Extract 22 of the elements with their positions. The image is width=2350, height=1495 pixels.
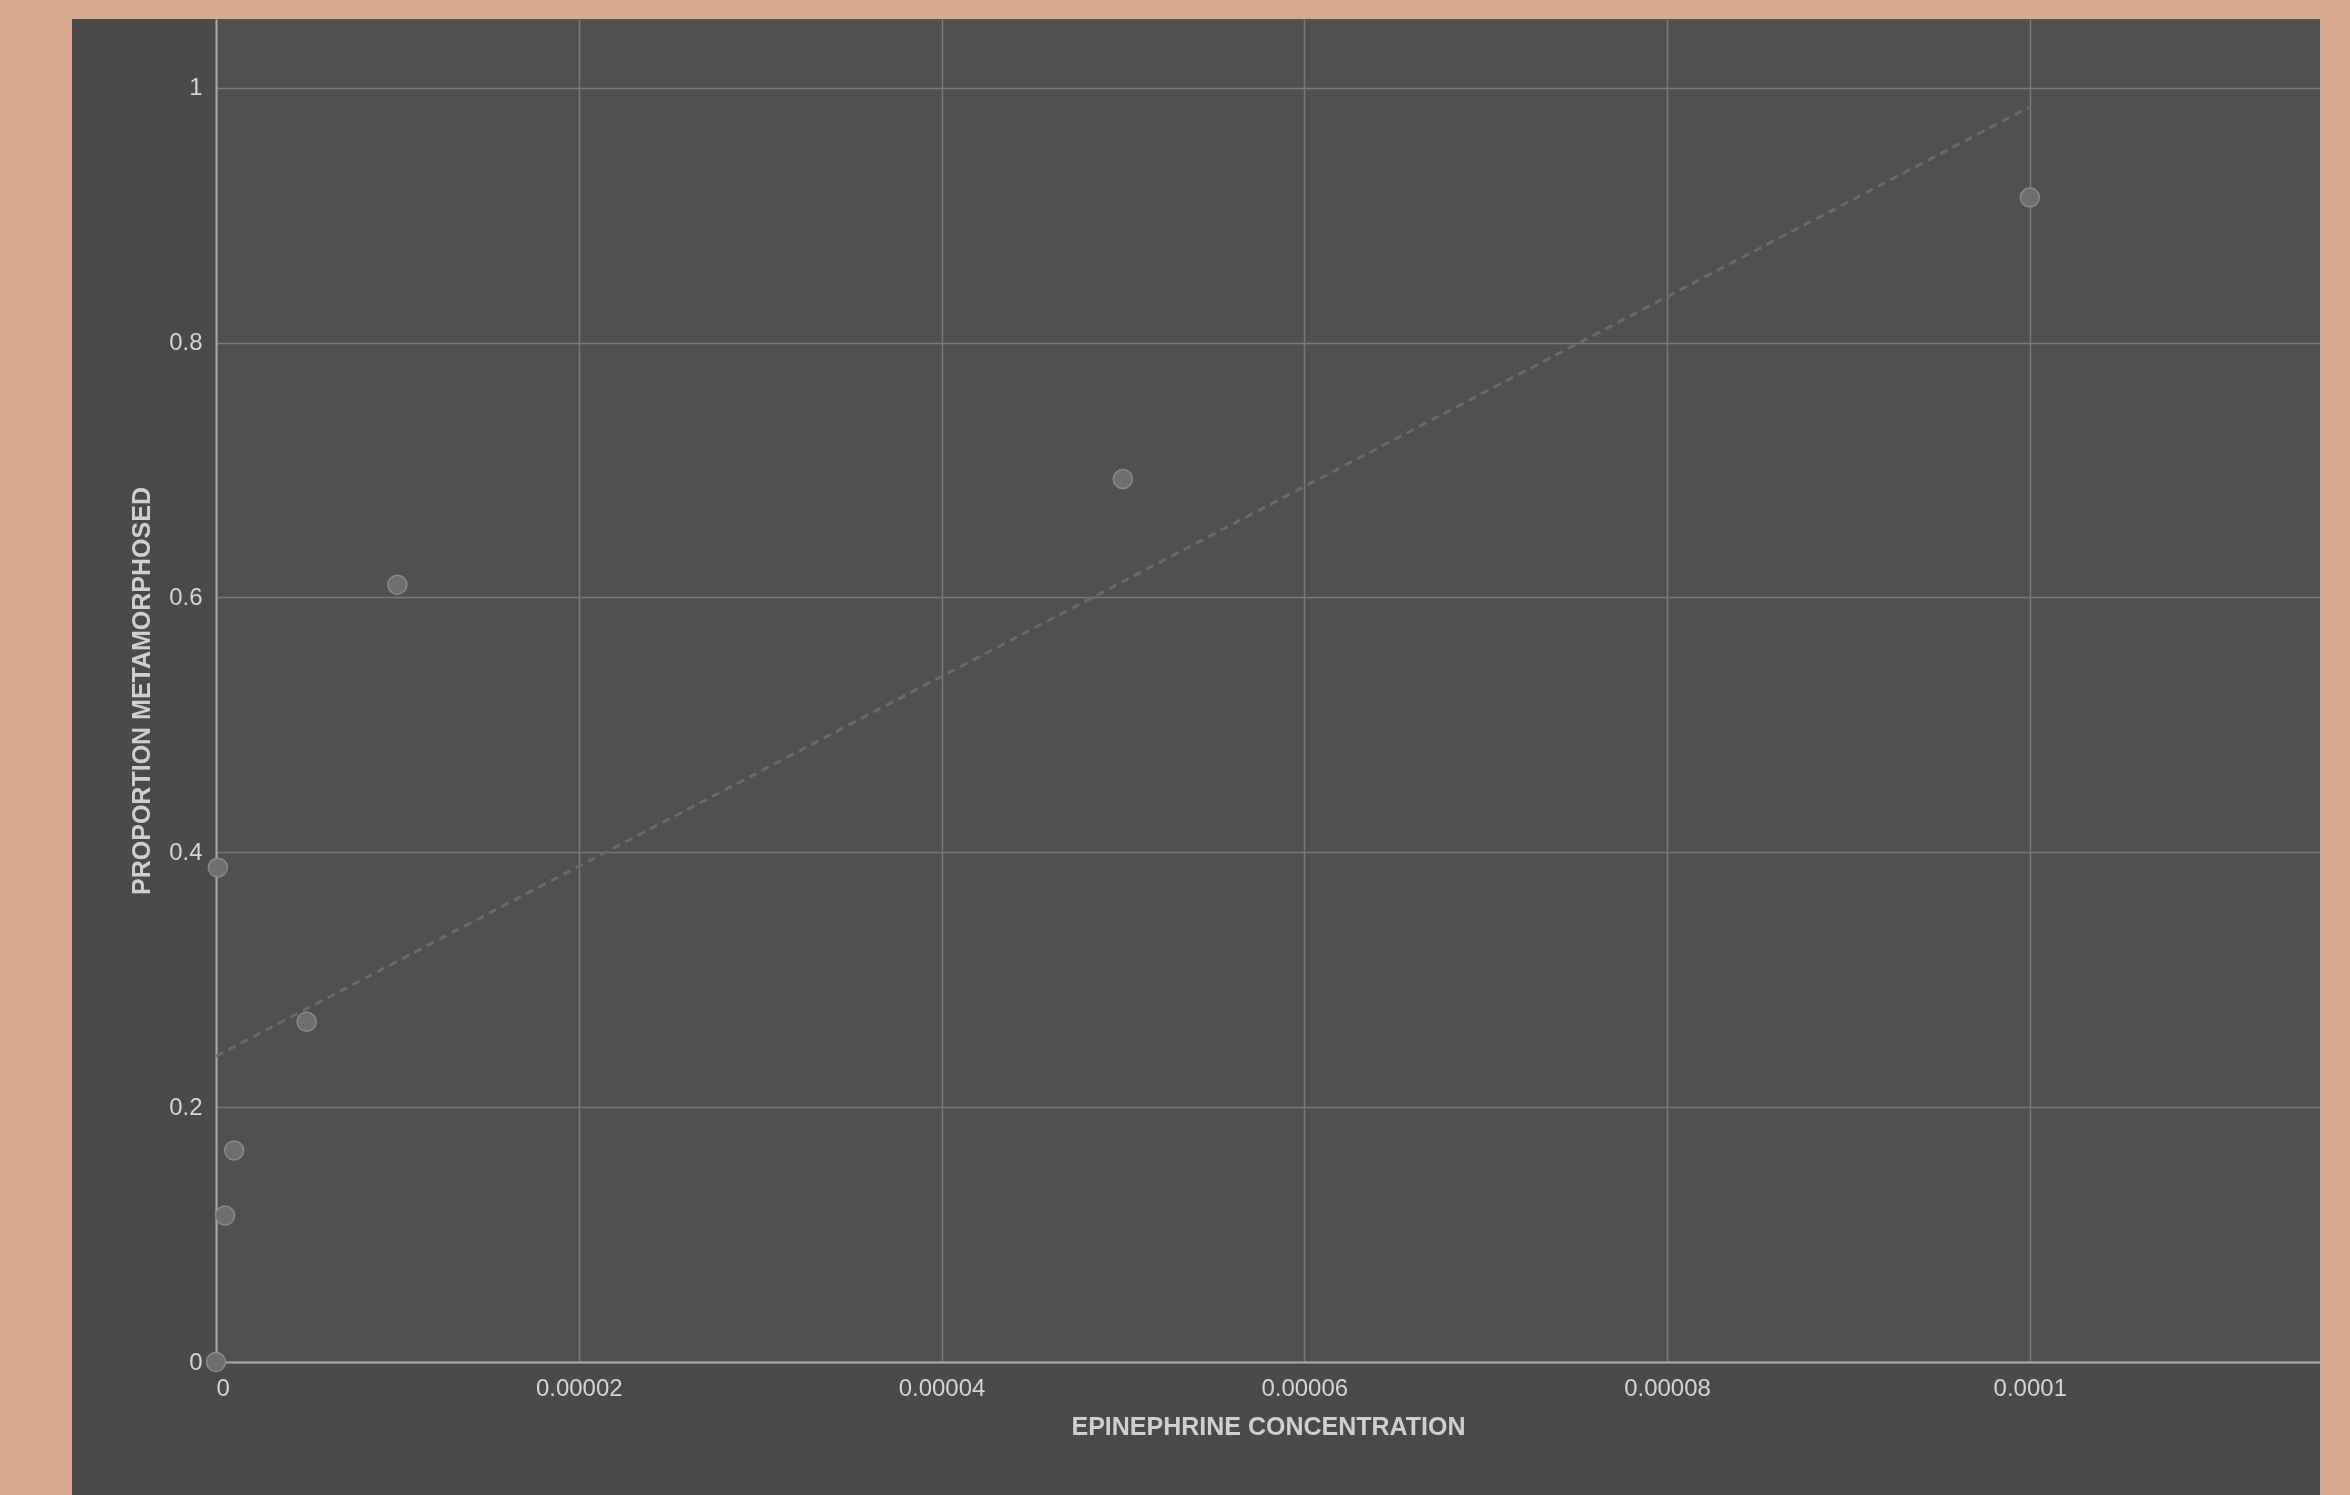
x-tick-label: 0.00008 xyxy=(1624,1373,1711,1401)
x-tick-label: 0 xyxy=(216,1373,230,1401)
point xyxy=(296,1011,317,1033)
x-tick-label: 0.00002 xyxy=(535,1373,623,1401)
point xyxy=(1112,468,1134,490)
point xyxy=(205,1351,227,1373)
point xyxy=(387,574,408,595)
y-tick-label: 1 xyxy=(189,73,203,101)
y-tick-label: 0.2 xyxy=(169,1092,203,1120)
point xyxy=(207,857,229,878)
x-tick-label: 0.00006 xyxy=(1261,1373,1349,1401)
point xyxy=(214,1205,236,1226)
y-axis-title: PROPORTION METAMORPHOSED xyxy=(127,487,156,895)
point xyxy=(223,1140,245,1161)
y-tick-label: 0.8 xyxy=(169,328,203,356)
y-tick-label: 0.6 xyxy=(169,582,203,610)
x-tick-label: 0.0001 xyxy=(1993,1373,2067,1401)
y-tick-label: 0.4 xyxy=(169,837,203,865)
point xyxy=(2019,187,2041,208)
x-tick-label: 0.00004 xyxy=(898,1373,986,1401)
y-tick-label: 0 xyxy=(189,1347,203,1375)
x-axis-title: EPINEPHRINE CONCENTRATION xyxy=(1071,1411,1466,1440)
